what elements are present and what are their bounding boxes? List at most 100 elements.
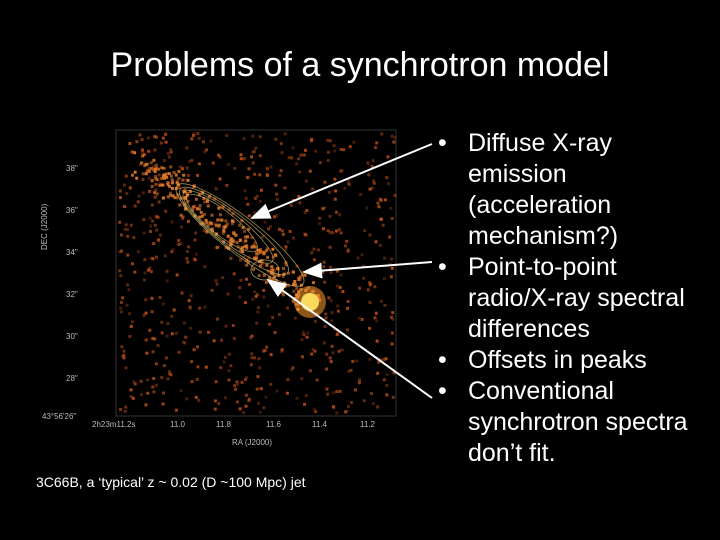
jet-pixel bbox=[230, 219, 234, 223]
x-axis-label: RA (J2000) bbox=[232, 438, 273, 447]
count-pixel bbox=[333, 149, 337, 153]
count-pixel bbox=[329, 265, 333, 269]
jet-pixel bbox=[200, 214, 204, 218]
count-pixel bbox=[194, 395, 198, 399]
jet-pixel bbox=[197, 207, 201, 211]
count-pixel bbox=[332, 391, 336, 395]
count-pixel bbox=[177, 242, 181, 246]
count-pixel bbox=[357, 316, 361, 320]
count-pixel bbox=[214, 380, 218, 384]
count-pixel bbox=[368, 300, 372, 304]
count-pixel bbox=[362, 399, 366, 403]
jet-pixel bbox=[256, 252, 260, 256]
count-pixel bbox=[159, 233, 163, 237]
count-pixel bbox=[393, 135, 397, 139]
count-pixel bbox=[340, 169, 344, 173]
count-pixel bbox=[223, 396, 227, 400]
count-pixel bbox=[190, 137, 194, 141]
count-pixel bbox=[204, 365, 208, 369]
count-pixel bbox=[326, 229, 330, 233]
count-pixel bbox=[295, 396, 299, 400]
count-pixel bbox=[289, 203, 293, 207]
count-pixel bbox=[209, 139, 213, 143]
jet-pixel bbox=[198, 215, 202, 219]
jet-pixel bbox=[175, 196, 179, 200]
count-pixel bbox=[357, 378, 361, 382]
count-pixel bbox=[123, 205, 127, 209]
count-pixel bbox=[204, 148, 208, 152]
jet-pixel bbox=[243, 244, 247, 248]
count-pixel bbox=[119, 274, 123, 278]
jet-pixel bbox=[224, 219, 228, 223]
jet-pixel bbox=[280, 291, 284, 295]
count-pixel bbox=[265, 345, 269, 349]
jet-pixel bbox=[247, 227, 251, 231]
count-pixel bbox=[262, 349, 266, 353]
jet-pixel bbox=[201, 221, 205, 225]
count-pixel bbox=[298, 201, 302, 205]
count-pixel bbox=[275, 389, 279, 393]
count-pixel bbox=[164, 140, 168, 144]
count-pixel bbox=[346, 299, 350, 303]
count-pixel bbox=[379, 299, 383, 303]
count-pixel bbox=[157, 173, 161, 177]
count-pixel bbox=[149, 224, 153, 228]
jet-pixel bbox=[160, 176, 164, 180]
count-pixel bbox=[154, 188, 158, 192]
jet-pixel bbox=[216, 218, 220, 222]
count-pixel bbox=[383, 198, 387, 202]
count-pixel bbox=[332, 406, 336, 410]
count-pixel bbox=[337, 349, 341, 353]
count-pixel bbox=[187, 299, 191, 303]
count-pixel bbox=[140, 148, 144, 152]
count-pixel bbox=[244, 404, 248, 408]
count-pixel bbox=[166, 377, 170, 381]
count-pixel bbox=[239, 258, 243, 262]
count-pixel bbox=[391, 311, 395, 315]
count-pixel bbox=[258, 410, 262, 414]
count-pixel bbox=[185, 397, 189, 401]
jet-pixel bbox=[147, 169, 151, 173]
count-pixel bbox=[264, 280, 268, 284]
count-pixel bbox=[358, 286, 362, 290]
count-pixel bbox=[342, 148, 346, 152]
count-pixel bbox=[153, 148, 157, 152]
jet-pixel bbox=[177, 177, 181, 181]
jet-pixel bbox=[240, 246, 244, 250]
count-pixel bbox=[185, 249, 189, 253]
x-tick: 11.4 bbox=[312, 420, 327, 429]
count-pixel bbox=[196, 132, 200, 136]
count-pixel bbox=[135, 140, 139, 144]
jet-pixel bbox=[167, 184, 171, 188]
count-pixel bbox=[133, 204, 137, 208]
jet-pixel bbox=[281, 274, 285, 278]
jet-pixel bbox=[150, 179, 154, 183]
count-pixel bbox=[136, 200, 140, 204]
count-pixel bbox=[217, 153, 221, 157]
count-pixel bbox=[323, 180, 327, 184]
count-pixel bbox=[314, 410, 318, 414]
count-pixel bbox=[348, 145, 352, 149]
jet-pixel bbox=[141, 172, 145, 176]
jet-pixel bbox=[221, 231, 225, 235]
count-pixel bbox=[343, 186, 347, 190]
count-pixel bbox=[293, 316, 297, 320]
jet-pixel bbox=[175, 181, 179, 185]
count-pixel bbox=[165, 334, 169, 338]
jet-pixel bbox=[294, 283, 298, 287]
count-pixel bbox=[313, 349, 317, 353]
count-pixel bbox=[124, 405, 128, 409]
x-tick: 11.6 bbox=[266, 420, 281, 429]
count-pixel bbox=[280, 349, 284, 353]
count-pixel bbox=[207, 330, 211, 334]
bullet-dot: • bbox=[438, 377, 447, 405]
count-pixel bbox=[154, 383, 158, 387]
count-pixel bbox=[383, 256, 387, 260]
jet-pixel bbox=[264, 249, 268, 253]
jet-pixel bbox=[150, 184, 154, 188]
count-pixel bbox=[160, 376, 164, 380]
count-pixel bbox=[221, 276, 225, 280]
count-pixel bbox=[308, 169, 312, 173]
count-pixel bbox=[172, 308, 176, 312]
count-pixel bbox=[312, 247, 316, 251]
